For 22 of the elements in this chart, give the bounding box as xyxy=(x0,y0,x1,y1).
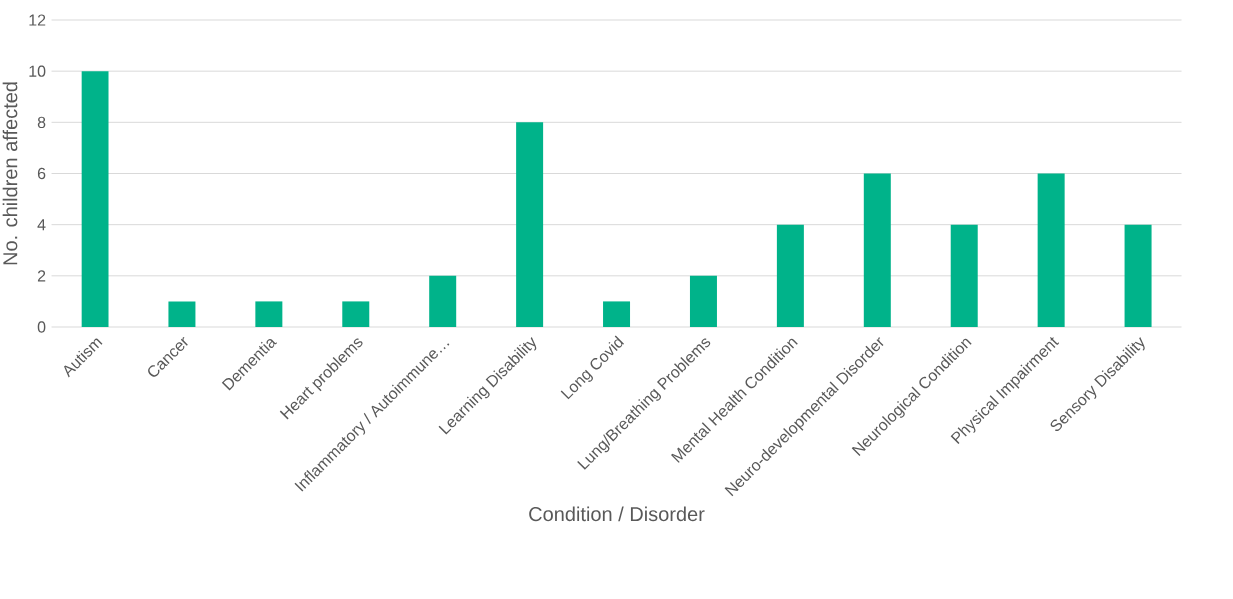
bar xyxy=(81,71,109,327)
y-tick-label: 2 xyxy=(37,270,46,282)
y-tick-label: 12 xyxy=(29,14,46,26)
bar xyxy=(1037,173,1065,327)
x-axis-title: Condition / Disorder xyxy=(529,506,705,522)
bar xyxy=(168,301,196,327)
bar xyxy=(603,301,631,327)
bar xyxy=(776,224,804,327)
bar xyxy=(516,122,544,327)
y-tick-label: 0 xyxy=(37,321,46,333)
bar xyxy=(950,224,978,327)
y-tick-label: 4 xyxy=(37,219,46,231)
y-tick-label: 10 xyxy=(29,65,46,77)
y-tick-label: 8 xyxy=(37,116,46,128)
y-axis-title: No. children affected xyxy=(2,82,18,265)
bar xyxy=(342,301,370,327)
bar xyxy=(429,275,457,327)
y-tick-label: 6 xyxy=(37,167,46,180)
bar xyxy=(689,275,717,327)
bar xyxy=(1124,224,1152,327)
bar xyxy=(863,173,891,327)
bar xyxy=(255,301,283,327)
